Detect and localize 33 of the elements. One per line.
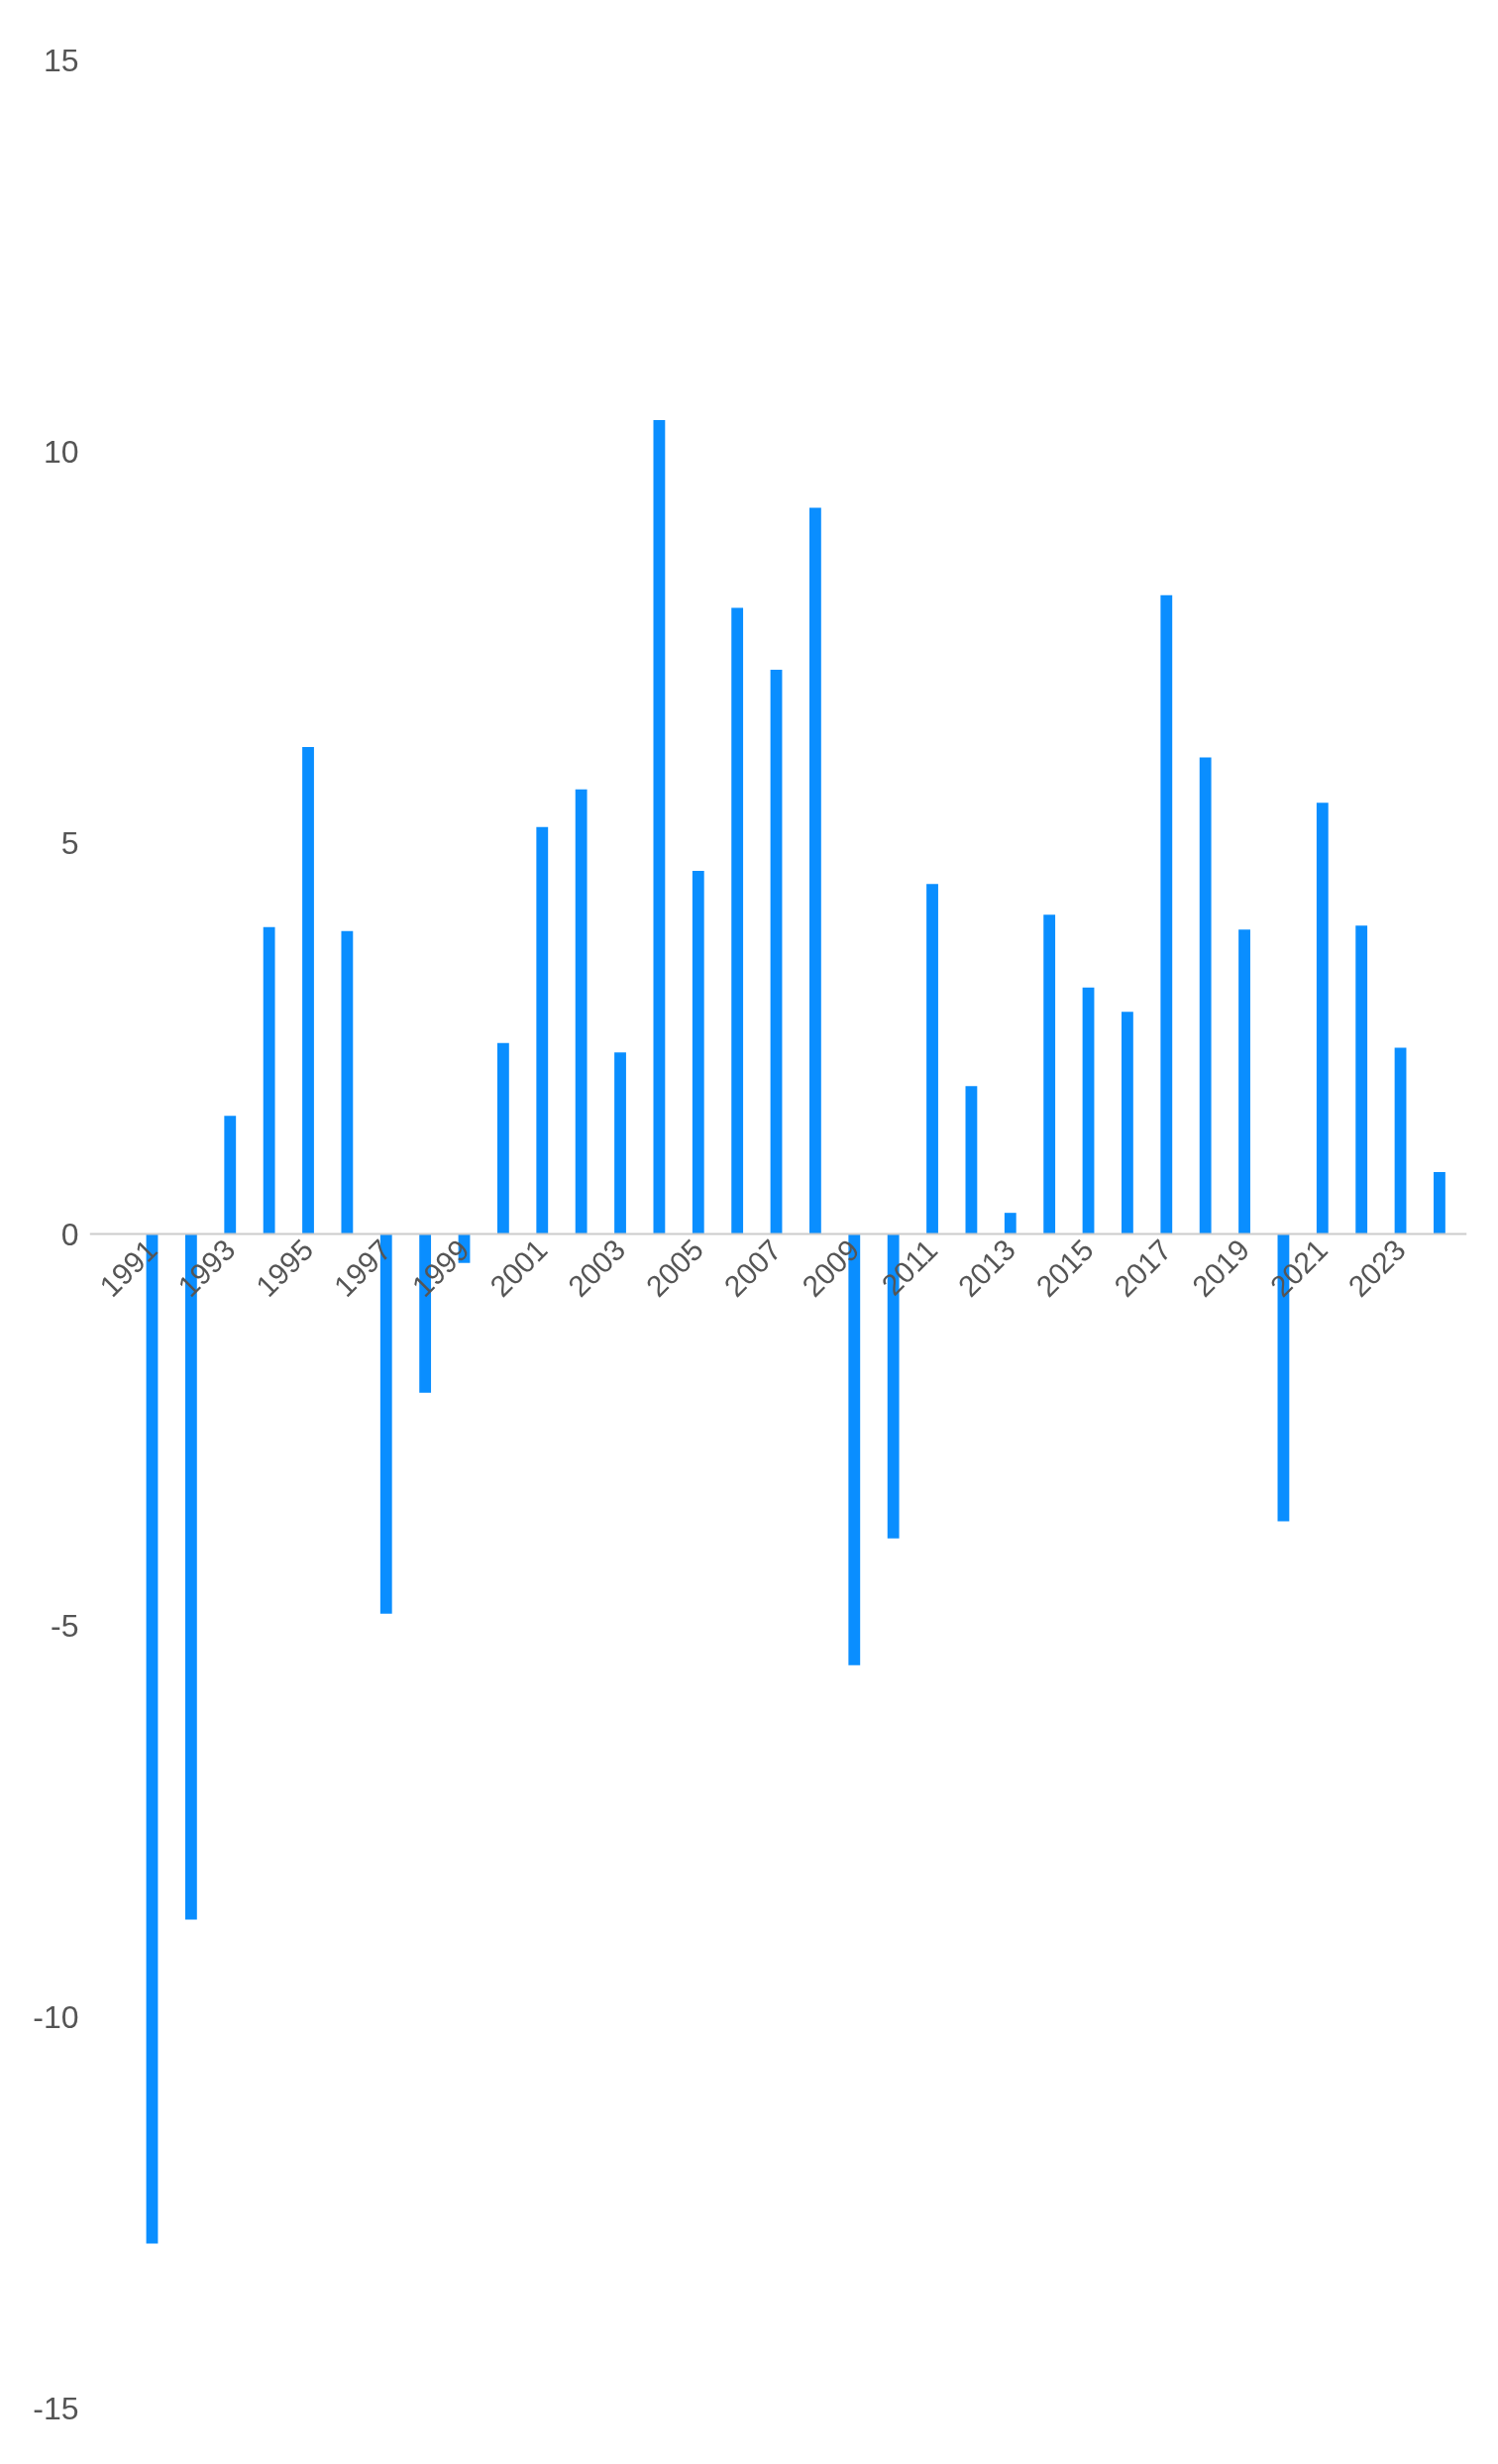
bar (1043, 914, 1056, 1234)
bar (692, 870, 704, 1234)
bar (614, 1052, 626, 1234)
bar (653, 419, 666, 1234)
y-tick-label: 10 (43, 433, 79, 470)
bar (1355, 925, 1368, 1234)
y-tick-label: -10 (33, 1998, 79, 2035)
bar (575, 789, 588, 1234)
bar (1316, 803, 1329, 1234)
bar (496, 1042, 509, 1234)
bar (1160, 594, 1173, 1234)
y-tick-label: 5 (60, 824, 79, 861)
bar (770, 669, 783, 1234)
bar (1004, 1213, 1016, 1234)
y-tick-label: 0 (60, 1216, 79, 1252)
bar (341, 930, 354, 1234)
bar (809, 507, 821, 1234)
bar (1394, 1047, 1407, 1234)
y-tick-label: -5 (51, 1607, 79, 1644)
bar (1082, 987, 1095, 1234)
bar (302, 747, 314, 1234)
bar (1434, 1172, 1445, 1234)
bar (1199, 757, 1212, 1234)
bar (965, 1086, 978, 1234)
y-tick-label: 15 (43, 42, 79, 78)
bar (926, 884, 938, 1234)
bar (1122, 1012, 1133, 1234)
y-tick-label: -15 (33, 2390, 79, 2426)
bar (536, 826, 549, 1234)
bar (731, 607, 744, 1234)
bar (224, 1116, 237, 1234)
bar (263, 926, 275, 1234)
bar (1238, 929, 1250, 1234)
